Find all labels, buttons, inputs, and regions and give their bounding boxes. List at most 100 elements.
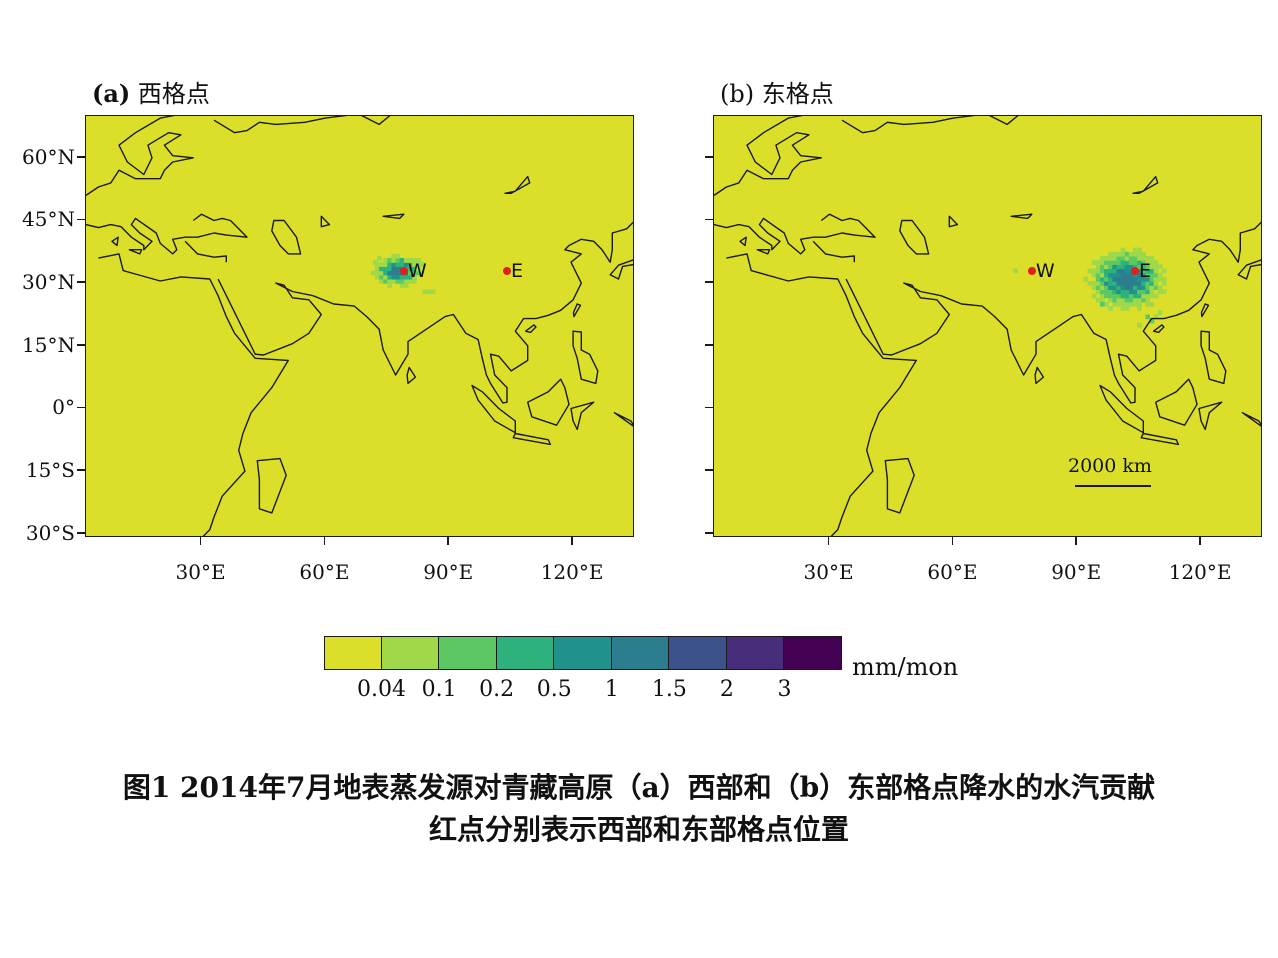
- lat-tick: [705, 281, 713, 283]
- contribution-cell: [1091, 285, 1097, 290]
- contribution-cell: [1128, 289, 1134, 295]
- contribution-cell: [399, 283, 405, 288]
- colorbar-tick-label: 0.2: [479, 677, 515, 702]
- grid-point-w-label: W: [407, 259, 427, 282]
- island-coastline: [527, 378, 570, 426]
- island-coastline: [570, 401, 595, 431]
- colorbar-tick-label: 0.04: [357, 677, 407, 702]
- contribution-cell: [1095, 297, 1101, 303]
- contribution-cell: [1108, 281, 1113, 286]
- colorbar-swatch: [554, 636, 612, 670]
- contribution-cell: [387, 266, 393, 272]
- contribution-cell: [1124, 297, 1130, 303]
- contribution-cell: [1091, 293, 1097, 299]
- colorbar-swatch: [611, 636, 670, 670]
- grid-point-e-marker: [1131, 266, 1140, 275]
- lon-tick-label: 90°E: [423, 560, 474, 584]
- contribution-cell: [1120, 289, 1126, 295]
- contribution-cell: [1124, 281, 1130, 286]
- contribution-cell: [1145, 281, 1151, 286]
- contribution-cell: [1120, 285, 1126, 290]
- contribution-cell: [1132, 281, 1138, 286]
- island-coastline: [572, 330, 599, 385]
- contribution-cell: [1108, 297, 1113, 303]
- contribution-cell: [1108, 264, 1113, 270]
- colorbar-swatch: [439, 636, 497, 670]
- island-coastline: [1200, 330, 1227, 385]
- contribution-cell: [1132, 255, 1138, 261]
- coastline: [714, 213, 876, 255]
- lon-tick-label: 30°E: [803, 560, 854, 584]
- lat-tick-label: 30°N: [22, 270, 75, 295]
- contribution-cell: [379, 278, 384, 284]
- contribution-cell: [391, 278, 397, 284]
- contribution-cell: [1137, 268, 1142, 274]
- contribution-cell: [391, 270, 397, 276]
- coastline: [845, 221, 1261, 404]
- contribution-cell: [383, 278, 388, 284]
- contribution-cell: [1145, 272, 1151, 278]
- contribution-cell: [1116, 276, 1122, 282]
- contribution-cell: [1128, 281, 1134, 286]
- colorbar-unit: mm/mon: [852, 653, 959, 681]
- coastline: [841, 116, 1019, 134]
- contribution-cell: [1091, 260, 1097, 265]
- contribution-cell: [1116, 297, 1122, 303]
- contribution-cell: [407, 270, 413, 276]
- contribution-cell: [1112, 268, 1118, 274]
- island-coastline: [271, 219, 302, 255]
- contribution-cell: [1137, 276, 1142, 282]
- contribution-cell: [387, 278, 393, 284]
- contribution-cell: [379, 274, 384, 280]
- colorbar-tick-label: 1.5: [651, 677, 687, 702]
- contribution-cell: [399, 262, 405, 268]
- contribution-cell: [1141, 272, 1146, 278]
- contribution-cell: [1149, 260, 1155, 265]
- lon-tick-label: 30°E: [175, 560, 226, 584]
- contribution-cell: [1145, 297, 1151, 303]
- map-svg: [86, 116, 633, 536]
- contribution-cell: [1149, 318, 1155, 324]
- contribution-cell: [387, 262, 393, 268]
- contribution-cell: [379, 270, 384, 276]
- contribution-cell: [1099, 281, 1105, 286]
- contribution-cell: [1149, 289, 1155, 295]
- colorbar-swatch: [726, 636, 785, 670]
- contribution-cell: [1120, 264, 1126, 270]
- contribution-cell: [1099, 293, 1105, 299]
- contribution-cell: [1141, 281, 1146, 286]
- contribution-cell: [1095, 276, 1101, 282]
- contribution-cell: [1141, 293, 1146, 299]
- contribution-cell: [1112, 255, 1118, 261]
- contribution-cell: [1124, 272, 1130, 278]
- contribution-cell: [412, 258, 417, 263]
- contribution-cell: [1124, 306, 1130, 311]
- contribution-cell: [1124, 289, 1130, 295]
- lat-tick-label: 30°S: [25, 520, 75, 545]
- contribution-cell: [1128, 293, 1134, 299]
- colorbar-tick-label: 2: [719, 677, 734, 702]
- lat-tick: [77, 218, 85, 221]
- contribution-cell: [1120, 247, 1126, 253]
- contribution-cell: [1013, 268, 1018, 274]
- island-coastline: [1140, 432, 1180, 446]
- island-coastline: [504, 175, 531, 194]
- lon-tick-label: 60°E: [927, 560, 978, 584]
- contribution-cell: [1145, 293, 1151, 299]
- lon-tick: [1075, 537, 1077, 545]
- contribution-cell: [391, 253, 397, 259]
- contribution-cell: [1161, 276, 1167, 282]
- contribution-cell: [395, 262, 401, 268]
- contribution-cell: [422, 289, 428, 295]
- contribution-cell: [1112, 281, 1118, 286]
- lon-tick: [323, 537, 326, 545]
- lon-tick: [199, 537, 202, 545]
- contribution-cell: [1124, 255, 1130, 261]
- island-coastline: [320, 215, 331, 228]
- contribution-cell: [1137, 301, 1142, 307]
- contribution-cell: [1112, 289, 1118, 295]
- coastline: [213, 116, 391, 134]
- contribution-cell: [1153, 285, 1159, 290]
- island-coastline: [1237, 259, 1261, 280]
- contribution-cell: [1128, 251, 1134, 257]
